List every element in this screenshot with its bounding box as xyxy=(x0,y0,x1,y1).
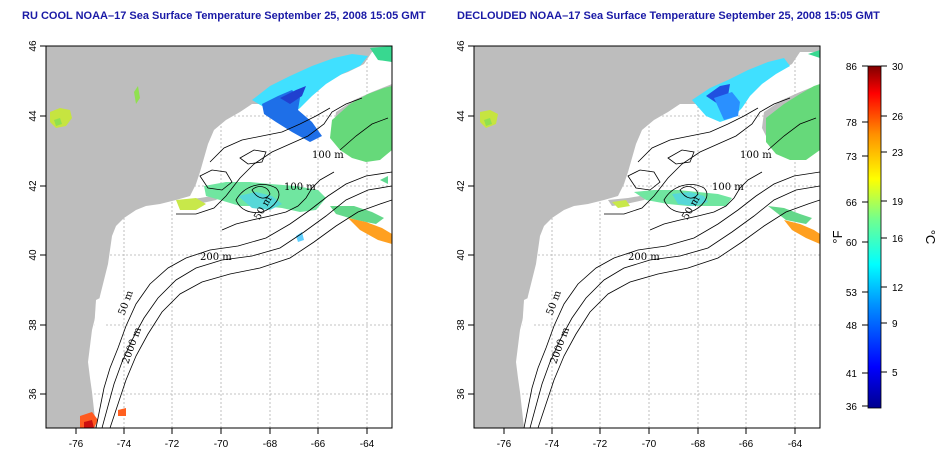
x-tick-label: -64 xyxy=(360,439,375,450)
y-tick-label: 36 xyxy=(456,388,467,400)
c-tick-label: 30 xyxy=(892,62,904,73)
f-tick-label: 48 xyxy=(846,321,858,332)
x-tick-label: -74 xyxy=(545,439,560,450)
x-tick-label: -66 xyxy=(739,439,754,450)
x-axis-labels-right: -76 -74 -72 -70 -68 -66 -64 xyxy=(497,439,803,450)
map-title-raw: RU COOL NOAA–17 Sea Surface Temperature … xyxy=(22,10,426,22)
x-tick-label: -68 xyxy=(263,439,278,450)
x-axis-labels-left: -76 -74 -72 -70 -68 -66 -64 xyxy=(69,439,375,450)
map-panel-declouded: 100 m 100 m 50 m 200 m 50 m 2000 m 46 44… xyxy=(456,40,821,450)
map-title-declouded: DECLOUDED NOAA–17 Sea Surface Temperatur… xyxy=(457,10,880,22)
temperature-colorbar: 86 78 73 66 60 53 48 41 36 30 26 23 19 1… xyxy=(830,62,938,413)
f-tick-label: 36 xyxy=(846,402,858,413)
f-tick-label: 41 xyxy=(846,369,858,380)
y-tick-label: 40 xyxy=(28,249,39,261)
y-axis-labels-right: 46 44 42 40 38 36 xyxy=(456,40,467,400)
y-tick-label: 46 xyxy=(28,40,39,52)
x-tick-label: -76 xyxy=(69,439,84,450)
y-tick-label: 46 xyxy=(456,40,467,52)
c-tick-label: 23 xyxy=(892,148,904,159)
f-tick-label: 86 xyxy=(846,62,858,73)
c-tick-label: 12 xyxy=(892,283,904,294)
contour-label: 100 m xyxy=(312,150,344,161)
contour-label: 200 m xyxy=(200,252,232,263)
c-tick-label: 26 xyxy=(892,112,904,123)
y-tick-label: 42 xyxy=(456,180,467,192)
f-tick-label: 66 xyxy=(846,198,858,209)
y-axis-labels-left: 46 44 42 40 38 36 xyxy=(28,40,39,400)
f-tick-label: 73 xyxy=(846,152,858,163)
y-tick-label: 42 xyxy=(28,180,39,192)
fahrenheit-ticks: 86 78 73 66 60 53 48 41 36 xyxy=(846,62,858,413)
c-tick-label: 19 xyxy=(892,197,904,208)
x-tick-label: -70 xyxy=(642,439,657,450)
c-tick-label: 9 xyxy=(892,319,898,330)
x-tick-label: -72 xyxy=(593,439,608,450)
y-tick-label: 38 xyxy=(456,319,467,331)
contour-label: 100 m xyxy=(712,182,744,193)
y-tick-label: 44 xyxy=(28,110,39,122)
y-tick-label: 40 xyxy=(456,249,467,261)
f-tick-label: 78 xyxy=(846,118,858,129)
y-tick-label: 36 xyxy=(28,388,39,400)
sst-patches-raw xyxy=(50,46,392,428)
x-tick-label: -74 xyxy=(117,439,132,450)
celsius-ticks: 30 26 23 19 16 12 9 5 xyxy=(892,62,904,379)
x-tick-label: -68 xyxy=(691,439,706,450)
contour-label: 100 m xyxy=(740,150,772,161)
x-tick-label: -66 xyxy=(311,439,326,450)
x-tick-label: -72 xyxy=(165,439,180,450)
y-tick-label: 38 xyxy=(28,319,39,331)
contour-label: 100 m xyxy=(284,182,316,193)
celsius-unit: °C xyxy=(923,230,938,245)
fahrenheit-unit: °F xyxy=(830,230,845,243)
c-tick-label: 5 xyxy=(892,368,898,379)
colorbar-gradient xyxy=(867,65,882,409)
sst-patches-declouded xyxy=(480,50,820,244)
y-tick-label: 44 xyxy=(456,110,467,122)
contour-label: 200 m xyxy=(628,252,660,263)
x-tick-label: -64 xyxy=(788,439,803,450)
f-tick-label: 60 xyxy=(846,238,858,249)
f-tick-label: 53 xyxy=(846,288,858,299)
x-tick-label: -70 xyxy=(214,439,229,450)
c-tick-label: 16 xyxy=(892,234,904,245)
map-panel-raw: 100 m 100 m 50 m 200 m 50 m 2000 m 46 44… xyxy=(28,40,393,450)
x-tick-label: -76 xyxy=(497,439,512,450)
